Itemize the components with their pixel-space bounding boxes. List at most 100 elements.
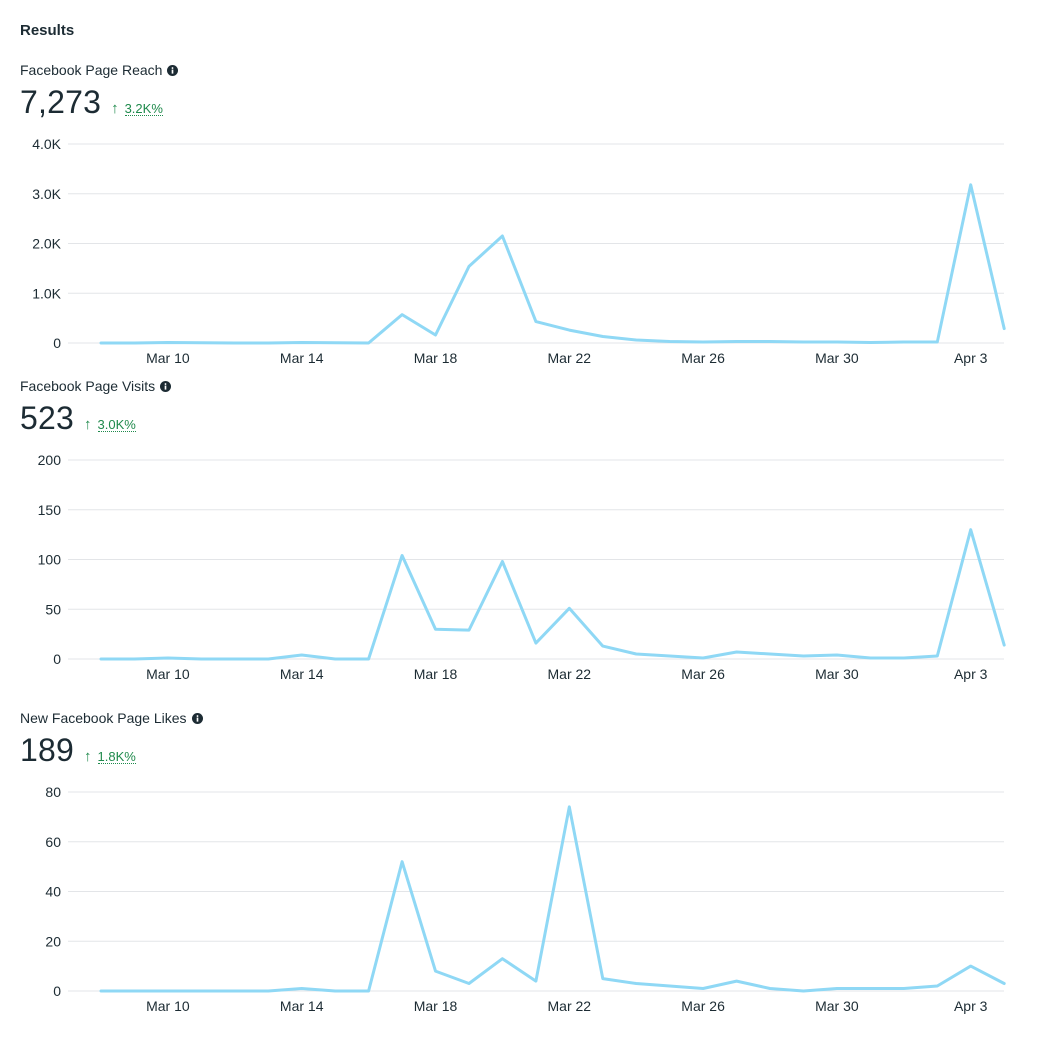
metric-value-row: 7,273 ↑ 3.2K%	[20, 84, 163, 121]
x-tick-label: Mar 18	[414, 666, 458, 682]
x-tick-label: Mar 10	[146, 998, 190, 1014]
data-point	[267, 658, 269, 660]
data-point	[267, 990, 269, 992]
y-tick-label: 60	[45, 834, 61, 850]
data-point	[802, 655, 804, 657]
data-point	[367, 342, 369, 344]
data-point	[1003, 982, 1005, 984]
data-point	[735, 340, 737, 342]
data-point	[602, 335, 604, 337]
arrow-up-icon: ↑	[111, 100, 119, 117]
data-point	[501, 235, 503, 237]
y-tick-label: 150	[38, 502, 62, 518]
x-tick-label: Mar 10	[146, 666, 190, 682]
y-tick-label: 0	[53, 651, 61, 667]
y-tick-label: 100	[38, 552, 62, 568]
y-tick-label: 2.0K	[32, 236, 61, 252]
x-tick-label: Mar 18	[414, 350, 458, 366]
metric-value-row: 523 ↑ 3.0K%	[20, 400, 136, 437]
data-point	[735, 651, 737, 653]
data-point	[903, 987, 905, 989]
metric-title-label: New Facebook Page Likes	[20, 710, 187, 726]
y-tick-label: 80	[45, 784, 61, 800]
x-tick-label: Mar 26	[681, 350, 725, 366]
reach-line-chart: 0 1.0K 2.0K 3.0K 4.0K Mar 10 Mar 14 Mar 18 Mar 2…	[32, 136, 1006, 366]
trend-indicator: ↑ 1.8K%	[84, 748, 136, 765]
data-point	[200, 990, 202, 992]
data-point	[970, 965, 972, 967]
data-point	[668, 340, 670, 342]
data-point	[200, 342, 202, 344]
data-point	[869, 341, 871, 343]
data-point	[468, 982, 470, 984]
data-point	[535, 320, 537, 322]
data-point	[568, 329, 570, 331]
x-tick-label: Mar 14	[280, 350, 324, 366]
data-point	[167, 341, 169, 343]
data-point	[735, 980, 737, 982]
y-tick-label: 0	[53, 335, 61, 351]
info-circle-icon[interactable]	[167, 64, 179, 76]
x-tick-label: Mar 30	[815, 350, 859, 366]
data-point	[936, 985, 938, 987]
visits-line-chart: 0 50 100 150 200 Mar 10 Mar 14 Mar 18 Mar 22 Mar …	[38, 452, 1006, 682]
series-line	[99, 805, 1006, 993]
metric-title: New Facebook Page Likes	[20, 710, 203, 726]
data-point	[334, 658, 336, 660]
data-point	[133, 342, 135, 344]
y-tick-label: 40	[45, 884, 61, 900]
data-point	[602, 977, 604, 979]
x-tick-label: Mar 22	[548, 350, 592, 366]
data-point	[668, 655, 670, 657]
trend-percentage[interactable]: 1.8K%	[97, 749, 136, 764]
data-point	[301, 987, 303, 989]
y-tick-label: 1.0K	[32, 285, 61, 301]
trend-percentage[interactable]: 3.0K%	[97, 417, 136, 432]
y-tick-label: 0	[53, 983, 61, 999]
data-point	[334, 990, 336, 992]
data-point	[468, 265, 470, 267]
metric-value: 7,273	[20, 84, 102, 120]
metric-value: 523	[20, 400, 74, 436]
data-point	[468, 629, 470, 631]
metric-title: Facebook Page Reach	[20, 62, 179, 78]
info-circle-icon[interactable]	[191, 712, 203, 724]
data-point	[334, 342, 336, 344]
data-point	[535, 980, 537, 982]
data-point	[936, 341, 938, 343]
data-point	[234, 342, 236, 344]
x-tick-label: Apr 3	[954, 998, 988, 1014]
data-point	[568, 607, 570, 609]
x-tick-label: Mar 30	[815, 998, 859, 1014]
likes-line-chart: 0 20 40 60 80 Mar 10 Mar 14 Mar 18 Mar 22 Mar 26 M…	[45, 784, 1006, 1014]
data-point	[568, 806, 570, 808]
data-point	[802, 341, 804, 343]
x-tick-label: Mar 30	[815, 666, 859, 682]
data-point	[167, 990, 169, 992]
data-point	[133, 658, 135, 660]
data-point	[401, 313, 403, 315]
data-point	[802, 990, 804, 992]
data-point	[970, 184, 972, 186]
info-circle-icon[interactable]	[160, 380, 172, 392]
data-point	[434, 628, 436, 630]
metric-facebook-page-visits: Facebook Page Visits 523 ↑ 3.0K% 0 50 100 1…	[0, 378, 1048, 688]
metric-value-row: 189 ↑ 1.8K%	[20, 732, 136, 769]
trend-percentage[interactable]: 3.2K%	[124, 101, 163, 116]
data-point	[367, 658, 369, 660]
data-point	[668, 985, 670, 987]
data-point	[836, 987, 838, 989]
arrow-up-icon: ↑	[84, 748, 92, 765]
data-point	[836, 654, 838, 656]
data-point	[1003, 644, 1005, 646]
series-line	[99, 183, 1006, 345]
data-point	[635, 653, 637, 655]
data-point	[167, 657, 169, 659]
x-tick-label: Mar 26	[681, 666, 725, 682]
metric-title-label: Facebook Page Visits	[20, 378, 156, 394]
trend-indicator: ↑ 3.2K%	[111, 100, 163, 117]
y-tick-label: 4.0K	[32, 136, 61, 152]
data-point	[702, 341, 704, 343]
x-tick-label: Mar 10	[146, 350, 190, 366]
data-point	[267, 342, 269, 344]
